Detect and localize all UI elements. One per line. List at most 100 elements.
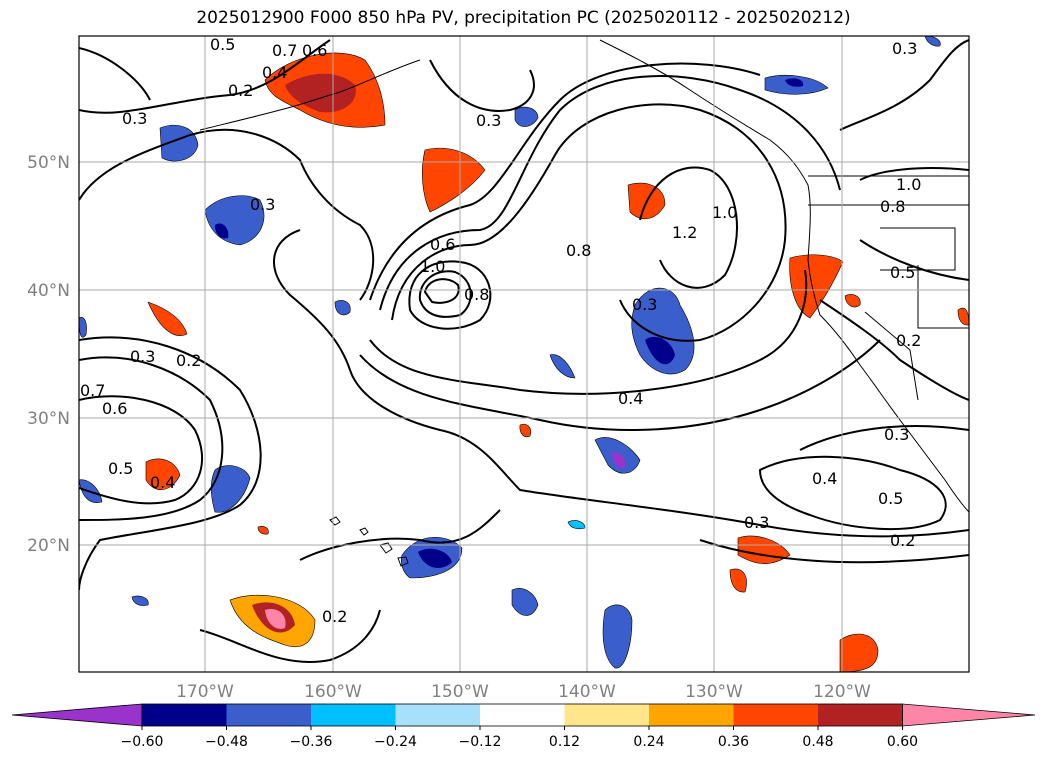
precip-blob	[514, 106, 539, 127]
colorbar-segment	[311, 704, 396, 726]
contour-label: 0.3	[884, 425, 909, 444]
colorbar: −0.60 −0.48 −0.36 −0.24 −0.12 0.12 0.24 0.36 0.4…	[11, 703, 1036, 750]
contour-line	[79, 356, 224, 521]
contour-line	[699, 539, 969, 564]
colorbar-tick-label: 0.60	[887, 734, 918, 750]
lat-labels: 50°N 40°N 30°N 20°N	[27, 153, 70, 556]
contour-label: 1.0	[712, 203, 737, 222]
contour-label: 0.6	[302, 41, 327, 60]
pv-contours	[79, 39, 969, 663]
contour-line	[839, 39, 969, 131]
coastline	[864, 311, 919, 401]
colorbar-border	[141, 703, 903, 727]
precip-blob	[957, 307, 969, 326]
precip-blob	[844, 294, 861, 308]
contour-label: 0.5	[890, 263, 915, 282]
precip-blob	[549, 354, 576, 379]
contour-label: 0.3	[130, 347, 155, 366]
precip-blob	[729, 568, 747, 593]
colorbar-tick-label: −0.24	[374, 734, 417, 750]
coastline	[599, 39, 969, 513]
contour-label: 0.2	[890, 531, 915, 550]
contour-line	[359, 339, 881, 432]
precip-blob	[285, 73, 356, 113]
contour-line	[799, 425, 969, 451]
contour-label: 0.7	[80, 381, 105, 400]
coastline	[917, 265, 969, 329]
contour-line	[859, 167, 969, 181]
colorbar-segment	[649, 704, 734, 726]
colorbar-tick-label: −0.12	[459, 734, 502, 750]
chart-title: 2025012900 F000 850 hPa PV, precipitatio…	[196, 8, 851, 28]
map-background	[79, 36, 969, 672]
contour-label: 0.2	[322, 607, 347, 626]
precip-blob	[159, 125, 199, 162]
contour-label: 0.6	[430, 235, 455, 254]
contour-line	[369, 269, 808, 395]
island	[397, 556, 409, 567]
colorbar-segment	[226, 704, 312, 726]
colorbar-segment	[733, 704, 819, 726]
contour-line	[299, 509, 501, 561]
lon-tick-label: 140°W	[558, 682, 616, 702]
colorbar-tick-label: 0.12	[549, 734, 580, 750]
coastline	[880, 227, 956, 271]
contour-line	[273, 229, 969, 538]
colorbar-tick-label: 0.24	[633, 734, 664, 750]
contour-line	[379, 75, 841, 311]
contour-line	[79, 39, 331, 114]
precip-blob	[602, 604, 633, 669]
precip-blob	[215, 223, 229, 239]
contour-line	[819, 299, 969, 401]
precip-blob	[789, 254, 844, 319]
contour-line	[79, 336, 262, 591]
contour-line	[369, 62, 761, 301]
lon-tick-label: 130°W	[685, 682, 743, 702]
colorbar-extend-max	[902, 703, 1036, 727]
contour-label: 0.3	[892, 39, 917, 58]
map-content: 0.5 0.7 0.6 0.4 0.2 0.3 0.3 0.3 0.3 0.6 …	[79, 36, 969, 672]
contour-line	[79, 47, 151, 101]
precip-blob	[145, 458, 181, 490]
precip-blob	[421, 147, 486, 213]
colorbar-segment	[142, 704, 227, 726]
contour-label: 0.3	[122, 109, 147, 128]
lat-tick-label: 40°N	[27, 281, 70, 301]
contour-label: 0.2	[176, 351, 201, 370]
contour-line	[639, 166, 738, 289]
colorbar-segment	[480, 704, 565, 726]
lat-tick-label: 50°N	[27, 153, 70, 173]
graticule	[79, 36, 969, 672]
contour-label: 0.8	[880, 197, 905, 216]
contour-label: 0.3	[476, 111, 501, 130]
contour-label: 1.2	[672, 223, 697, 242]
contour-label: 0.3	[250, 195, 275, 214]
contour-label: 1.0	[420, 257, 445, 276]
lon-tick-label: 150°W	[431, 682, 489, 702]
contour-label: 0.4	[618, 389, 643, 408]
contour-label: 1.0	[896, 175, 921, 194]
precip-blob	[265, 609, 286, 629]
contour-label: 0.2	[896, 331, 921, 350]
precip-blob	[785, 78, 804, 87]
contour-line	[79, 395, 204, 505]
contour-label: 0.4	[812, 469, 837, 488]
contour-label: 0.5	[878, 489, 903, 508]
map-frame	[78, 35, 970, 673]
precip-blob	[519, 423, 532, 438]
precip-negative	[79, 36, 941, 669]
precip-blob	[511, 588, 539, 616]
contour-label: 0.8	[566, 241, 591, 260]
colorbar-tick-label: −0.60	[121, 734, 164, 750]
contour-line	[408, 260, 492, 330]
precip-blob	[567, 520, 586, 530]
colorbar-segment	[564, 704, 650, 726]
lon-tick-label: 160°W	[304, 682, 362, 702]
island	[359, 527, 369, 536]
contour-label: 0.8	[464, 285, 489, 304]
contour-line	[423, 278, 460, 304]
colorbar-extend-min	[11, 703, 143, 727]
precip-blob	[257, 526, 269, 535]
precip-positive	[145, 52, 969, 672]
